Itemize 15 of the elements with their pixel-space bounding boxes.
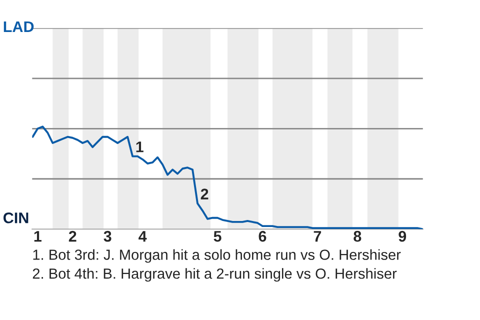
x-tick-label: 1 bbox=[34, 231, 42, 242]
x-tick-label: 3 bbox=[104, 230, 112, 242]
x-tick-label: 5 bbox=[214, 231, 222, 242]
x-tick-label: 2 bbox=[68, 230, 76, 242]
text: 2. Bot 4th: B. Hargrave hit a 2-run single vs O. Hershiser bbox=[32, 268, 397, 282]
annotation: 2 bbox=[200, 188, 208, 200]
x-tick-label: 4 bbox=[138, 231, 147, 242]
annotation: 1 bbox=[136, 142, 144, 152]
x-tick-label: 6 bbox=[258, 230, 266, 242]
x-tick-label: 9 bbox=[398, 230, 406, 242]
x-tick-label: 7 bbox=[314, 231, 322, 242]
text: LAD bbox=[4, 21, 34, 32]
x-tick-label: 8 bbox=[354, 230, 362, 242]
text: 1. Bot 3rd: J. Morgan hit a solo home run vs O. Hershiser bbox=[33, 249, 401, 263]
text: CIN bbox=[4, 212, 28, 224]
